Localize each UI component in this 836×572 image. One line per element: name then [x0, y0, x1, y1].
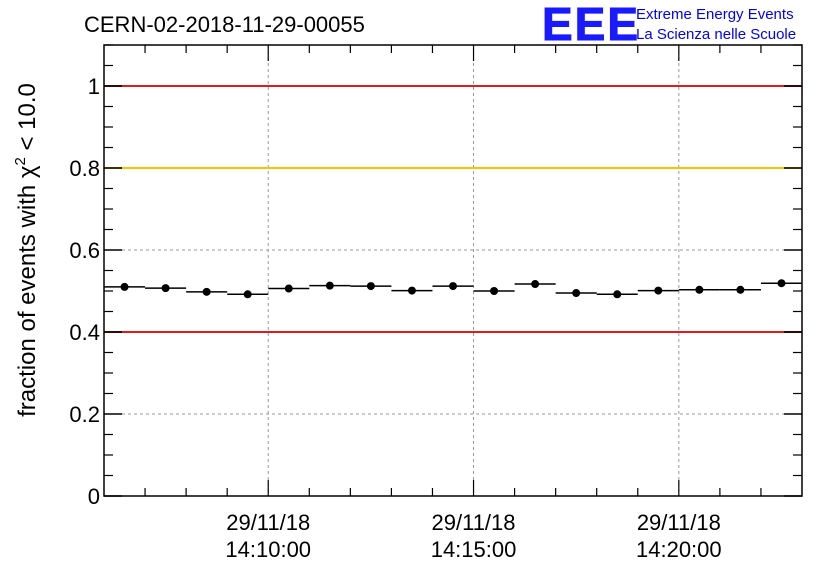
logo-subtitle-line2: La Scienza nelle Scuole — [636, 26, 796, 43]
data-point — [366, 282, 375, 291]
grid-lines — [104, 45, 802, 496]
y-axis-label-prefix: fraction of events with — [14, 178, 41, 417]
y-axis-label-suffix: < 10.0 — [14, 83, 41, 157]
data-point — [325, 281, 334, 290]
x-tick-date-label: 29/11/18 — [432, 510, 516, 535]
data-point — [777, 279, 786, 288]
data-point — [161, 284, 170, 293]
y-tick-label: 0.6 — [69, 238, 100, 263]
data-point — [120, 282, 129, 291]
data-point — [654, 286, 663, 295]
data-point — [531, 280, 540, 289]
y-axis-label-chi: χ — [14, 165, 41, 178]
eee-logo-mark: EEE — [542, 0, 640, 50]
data-point — [736, 285, 745, 294]
x-tick-date-label: 29/11/18 — [226, 510, 310, 535]
data-point — [695, 285, 704, 294]
reference-lines — [104, 85, 802, 333]
data-point — [284, 284, 293, 293]
logo-subtitle-line1: Extreme Energy Events — [636, 6, 794, 23]
y-axis-label: fraction of events with χ2 < 10.0 — [12, 83, 41, 417]
chart-title: CERN-02-2018-11-29-00055 — [84, 12, 365, 37]
x-tick-time-label: 14:15:00 — [431, 537, 517, 562]
y-tick-label: 0.8 — [69, 156, 100, 181]
data-point — [613, 290, 622, 299]
y-axis-label-sup: 2 — [12, 157, 29, 165]
data-point — [202, 287, 211, 296]
y-tick-label: 1 — [88, 74, 100, 99]
data-point — [572, 289, 581, 298]
x-tick-time-label: 14:10:00 — [225, 537, 311, 562]
data-point — [243, 290, 252, 299]
x-tick-date-label: 29/11/18 — [637, 510, 721, 535]
y-tick-label: 0.2 — [69, 402, 100, 427]
x-tick-time-label: 14:20:00 — [636, 537, 722, 562]
data-points — [104, 279, 802, 299]
plot-frame — [103, 44, 803, 497]
data-point — [490, 287, 499, 295]
data-point — [407, 286, 416, 295]
data-point — [449, 282, 457, 291]
y-tick-label: 0.4 — [69, 320, 100, 345]
y-tick-label: 0 — [88, 484, 100, 509]
axis-ticks: 00.20.40.60.8129/11/1814:10:0029/11/1814… — [69, 44, 802, 562]
